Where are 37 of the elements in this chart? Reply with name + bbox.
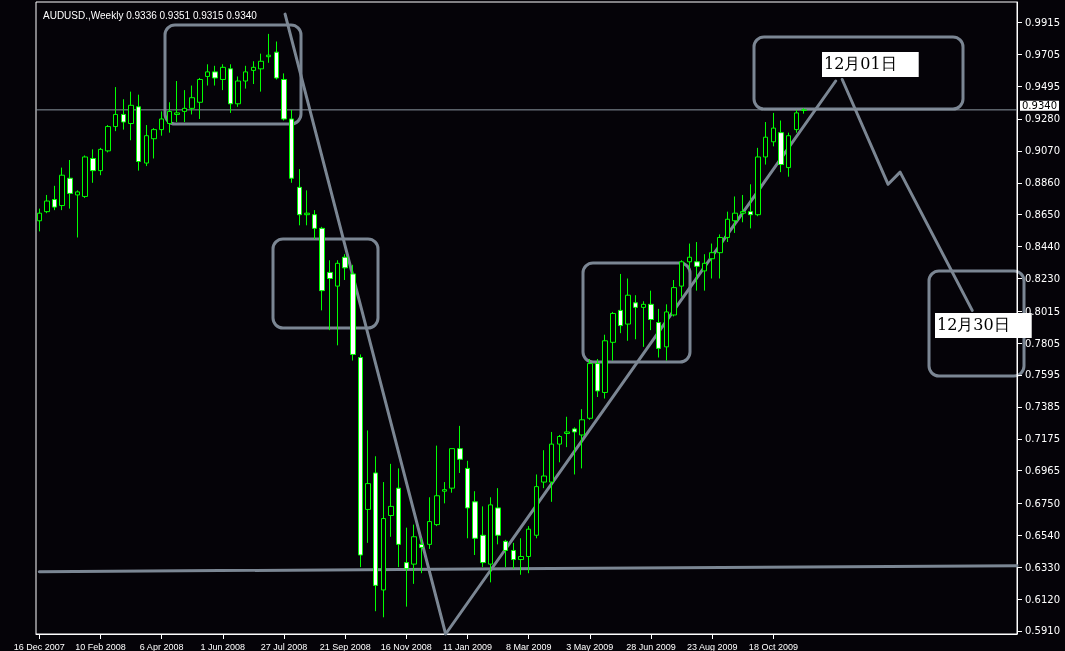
x-tick-label: 11 Jan 2009 [443,641,492,651]
y-tick-label: 0.8860 [1025,177,1060,189]
x-tick-label: 16 Nov 2008 [380,641,432,651]
x-tick-label: 28 Jun 2009 [626,641,676,651]
y-tick-label: 0.9280 [1025,113,1060,125]
y-tick-label: 0.9915 [1025,17,1060,29]
y-tick-label: 0.7805 [1025,337,1060,349]
y-tick-label: 0.8650 [1025,209,1060,221]
y-tick-label: 0.8230 [1025,273,1060,284]
y-tick-label: 0.6330 [1025,561,1060,573]
y-tick-label: 0.9070 [1025,145,1060,157]
annotation: 12月30日 [937,314,1010,334]
y-tick-label: 0.9495 [1025,80,1060,92]
x-tick-label: 6 Apr 2008 [139,641,184,651]
ref-line-label: 0.9340 [1022,100,1057,112]
y-tick-label: 0.6965 [1025,465,1060,477]
x-tick-label: 27 Jul 2008 [260,641,308,651]
y-tick-label: 0.6750 [1025,497,1060,509]
y-tick-label: 0.6540 [1025,529,1060,541]
annotation: 12月01日 [824,53,897,73]
y-tick-label: 0.8015 [1025,305,1060,317]
x-tick-label: 18 Oct 2009 [748,641,798,651]
x-tick-label: 8 Mar 2009 [505,641,552,651]
x-tick-label: 23 Aug 2009 [686,641,738,651]
y-tick-label: 0.9705 [1025,48,1060,60]
y-tick-label: 0.7385 [1025,401,1060,413]
x-tick-label: 10 Feb 2008 [75,641,126,651]
y-tick-label: 0.7595 [1025,369,1060,381]
y-tick-label: 0.8440 [1025,241,1060,253]
y-tick-label: 0.7175 [1025,433,1060,445]
x-tick-label: 3 May 2009 [566,641,614,651]
y-tick-label: 0.5910 [1025,625,1060,637]
x-tick-label: 16 Dec 2007 [13,641,65,651]
y-tick-label: 0.6120 [1025,593,1060,605]
text: AUDUSD.,Weekly 0.9336 0.9351 0.9315 0.9340 [43,9,258,21]
x-tick-label: 21 Sep 2008 [319,641,371,651]
x-tick-label: 1 Jun 2008 [200,641,246,651]
